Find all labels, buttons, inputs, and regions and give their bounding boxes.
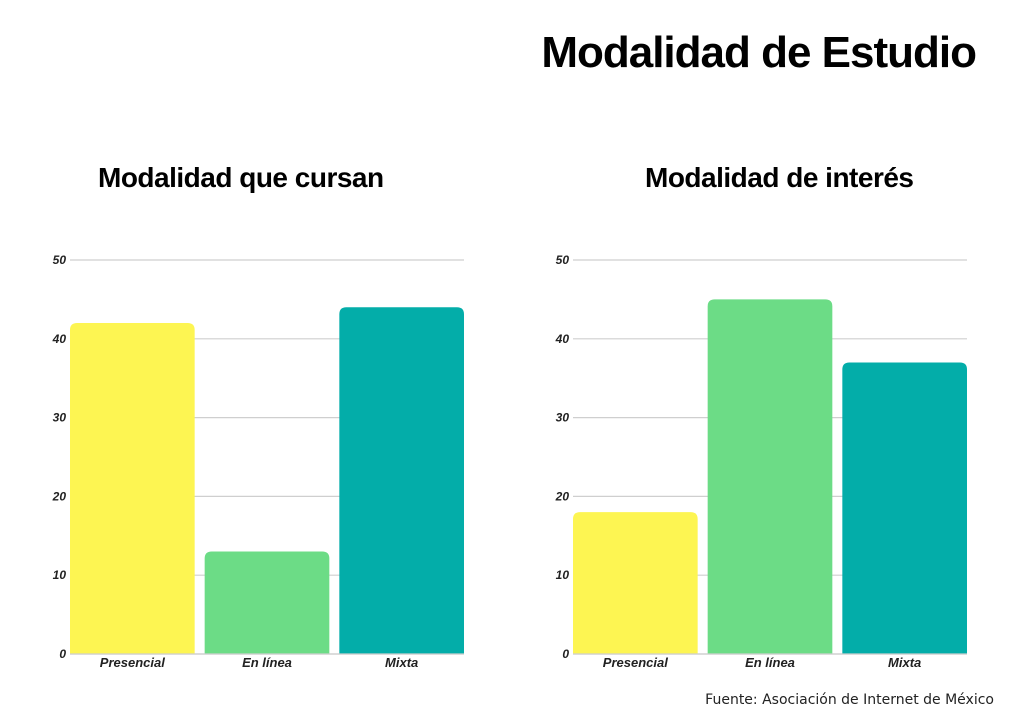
y-tick-label: 10 <box>53 568 67 582</box>
chart-title-current: Modalidad que cursan <box>98 162 384 193</box>
x-category-label: Mixta <box>888 655 921 670</box>
y-tick-label: 50 <box>53 253 67 267</box>
y-tick-label: 30 <box>556 411 570 425</box>
y-tick-label: 0 <box>59 647 66 661</box>
y-tick-label: 10 <box>556 568 570 582</box>
y-tick-label: 20 <box>555 489 570 503</box>
x-category-label: Presencial <box>603 655 668 670</box>
bar-presencial <box>70 323 195 654</box>
y-tick-label: 40 <box>555 332 570 346</box>
bar-en-l-nea <box>707 299 833 654</box>
bar-mixta <box>339 307 464 654</box>
bar-mixta <box>842 362 967 654</box>
page-title: Modalidad de Estudio <box>541 28 977 77</box>
y-tick-label: 20 <box>52 489 67 503</box>
x-category-label: Presencial <box>100 655 165 670</box>
x-category-label: En línea <box>745 655 795 670</box>
y-tick-label: 0 <box>562 647 569 661</box>
bar-presencial <box>573 512 698 654</box>
source-note: Fuente: Asociación de Internet de México <box>705 692 994 708</box>
y-tick-label: 30 <box>53 411 67 425</box>
y-tick-label: 40 <box>52 332 67 346</box>
chart-title-interest: Modalidad de interés <box>645 162 914 193</box>
y-tick-label: 50 <box>556 253 570 267</box>
x-category-label: Mixta <box>385 655 418 670</box>
x-category-label: En línea <box>242 655 292 670</box>
bar-en-l-nea <box>204 551 330 654</box>
